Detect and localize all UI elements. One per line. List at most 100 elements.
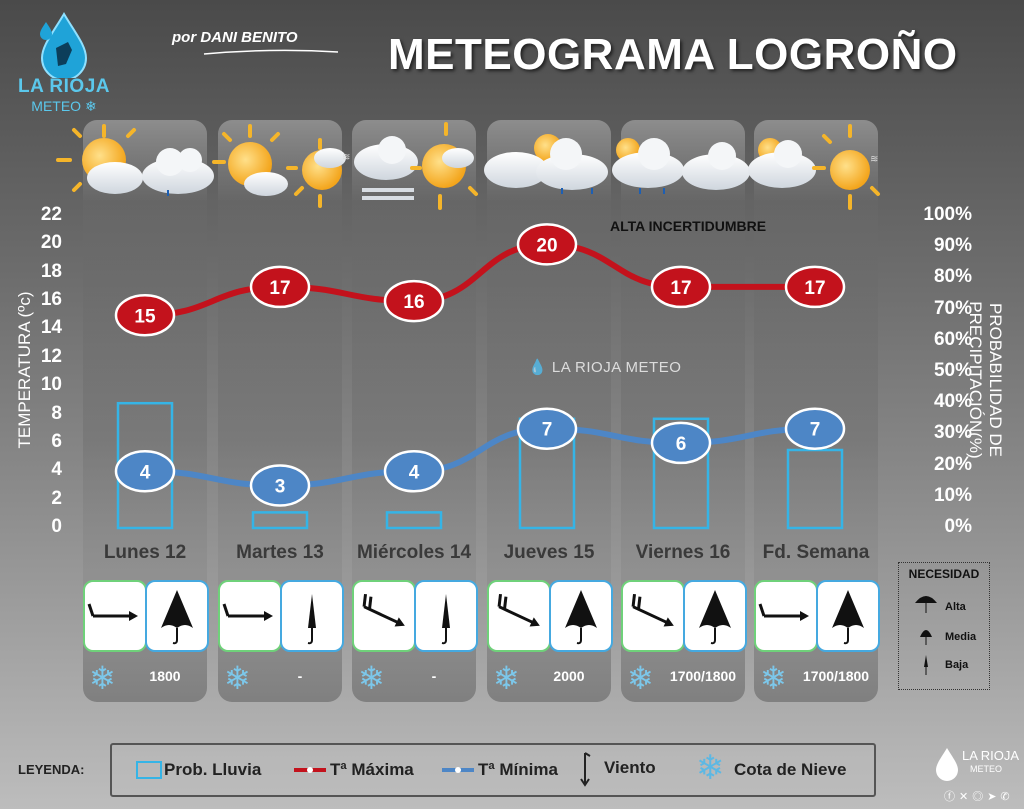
- legend: Prob. Lluvia Tª Máxima Tª Mínima Viento …: [110, 743, 876, 797]
- min-temp-point: [114, 450, 176, 493]
- cloud-rain-icon: [536, 138, 608, 194]
- min-temp-point: [650, 421, 712, 465]
- legend-min-swatch: [442, 767, 474, 773]
- y-tick-label: 4: [51, 459, 62, 481]
- max-temp-point: [114, 294, 176, 337]
- umbrella-closed-icon: [924, 655, 928, 675]
- umbrella-box: [683, 580, 747, 652]
- min-temp-label: 4: [409, 462, 420, 483]
- max-temp-point: [650, 265, 712, 309]
- y-tick-label: 6: [51, 430, 62, 452]
- cloud-rain-icon: [142, 148, 214, 196]
- cloud-icon: [682, 142, 750, 190]
- rain-prob-bar: [385, 511, 443, 530]
- weather-icons-row: ≋: [56, 122, 880, 210]
- wind-box: [754, 580, 818, 652]
- svg-text:≋: ≋: [342, 152, 350, 163]
- umbrella-closed-icon: [441, 594, 450, 645]
- svg-text:≋: ≋: [870, 154, 878, 165]
- byline-name: DANI BENITO: [200, 29, 298, 46]
- y-tick-label: 12: [40, 345, 62, 367]
- y-tick-label: 16: [40, 289, 62, 311]
- y2-tick-label: 30%: [933, 422, 972, 444]
- min-temp-point: [249, 464, 311, 507]
- umbrella-box: [145, 580, 209, 652]
- wind-box: [83, 580, 147, 652]
- y2-tick-label: 50%: [933, 360, 972, 381]
- sun-haze-icon: ≋: [812, 124, 880, 210]
- snowflake-icon: ❄: [89, 660, 116, 696]
- day-label: Lunes 12: [103, 542, 187, 563]
- min-temp-label: 6: [676, 434, 687, 455]
- snow-level-value: -: [297, 668, 303, 684]
- snow-level-value: 1800: [149, 668, 181, 684]
- legend-item: Viento: [604, 758, 656, 777]
- social-icons: ⓕ✕◎➤✆: [944, 791, 1014, 803]
- cloud-fog-icon: [354, 136, 418, 200]
- max-temp-label: 16: [403, 292, 424, 313]
- max-temp-point: [383, 279, 445, 323]
- rain-prob-bar: [652, 417, 710, 530]
- sun-haze-icon: ≋: [286, 138, 350, 208]
- y2-tick-label: 0%: [944, 516, 972, 537]
- drop-logo-icon: [40, 12, 88, 81]
- rain-prob-bar: [251, 511, 309, 530]
- snowflake-icon: ❄: [627, 660, 654, 696]
- min-temp-line: [142, 425, 818, 489]
- snowflake-icon: ❄: [760, 660, 787, 696]
- max-temp-label: 17: [804, 278, 825, 299]
- snowflake-icon: ❄: [696, 749, 725, 787]
- day-label: Fd. Semana: [762, 542, 870, 563]
- umbrella-half-icon: [920, 630, 932, 645]
- max-temp-label: 17: [670, 278, 691, 299]
- watermark-drop-icon: 💧: [528, 359, 548, 376]
- need-legend: NECESIDAD Alta Media Baja: [898, 562, 990, 690]
- meteogram-chart: 15 17 16 20 17 17 4 3 4 7 6 7: [114, 223, 846, 530]
- snow-level-value: 2000: [553, 668, 585, 684]
- y2-tick-label: 90%: [933, 235, 972, 257]
- need-level-label: Baja: [945, 659, 969, 671]
- wind-arrow-icon: [222, 603, 273, 621]
- sun-cloud-haze-icon: [410, 122, 478, 210]
- cloud-rain-icon: [612, 138, 684, 194]
- chart-annotation: ALTA INCERTIDUMBRE: [610, 218, 767, 234]
- min-temp-point: [516, 407, 578, 450]
- min-temp-point: [784, 407, 846, 450]
- y2-tick-label: 10%: [933, 484, 972, 506]
- footer-logo: LA RIOJA METEO ⓕ✕◎➤✆: [930, 740, 1020, 806]
- wind-box: [621, 580, 685, 652]
- wind-box: [487, 580, 551, 652]
- drop-logo-icon: [936, 748, 958, 781]
- footer-brand: LA RIOJA: [962, 748, 1020, 763]
- cloud-icon: [748, 138, 816, 188]
- wind-arrow-icon: [87, 603, 138, 621]
- need-legend-icons: [915, 596, 937, 675]
- wind-box: [352, 580, 416, 652]
- brand-logo: LA RIOJA METEO ❄: [8, 8, 120, 118]
- umbrella-box: [549, 580, 613, 652]
- y2-tick-label: 60%: [933, 328, 972, 350]
- y-tick-label: 0: [51, 516, 62, 537]
- brand-sub: METEO ❄: [31, 98, 97, 114]
- y2-tick-label: 40%: [933, 391, 972, 413]
- snow-level-value: 1700/1800: [669, 668, 737, 684]
- legend-title: LEYENDA:: [18, 762, 85, 777]
- legend-item: Tª Mínima: [478, 760, 558, 779]
- umbrella-box: [816, 580, 880, 652]
- sun-cloud-icon: [56, 124, 143, 194]
- umbrella-closed-icon: [307, 594, 316, 645]
- wind-box: [218, 580, 282, 652]
- day-label: Viernes 16: [635, 542, 731, 563]
- y-tick-label: 10: [40, 374, 62, 396]
- y-tick-label: 20: [40, 232, 62, 254]
- min-temp-label: 7: [810, 420, 821, 441]
- umbrella-box: [280, 580, 344, 652]
- need-legend-title: NECESIDAD: [908, 567, 980, 581]
- byline: por DANI BENITO: [172, 29, 339, 55]
- day-label: Miércoles 14: [356, 542, 472, 563]
- wind-arrow-icon: [580, 752, 591, 787]
- legend-item: Cota de Nieve: [734, 760, 847, 779]
- y-tick-label: 8: [51, 402, 62, 424]
- max-temp-label: 17: [269, 278, 290, 299]
- sun-cloud-icon: [212, 124, 288, 196]
